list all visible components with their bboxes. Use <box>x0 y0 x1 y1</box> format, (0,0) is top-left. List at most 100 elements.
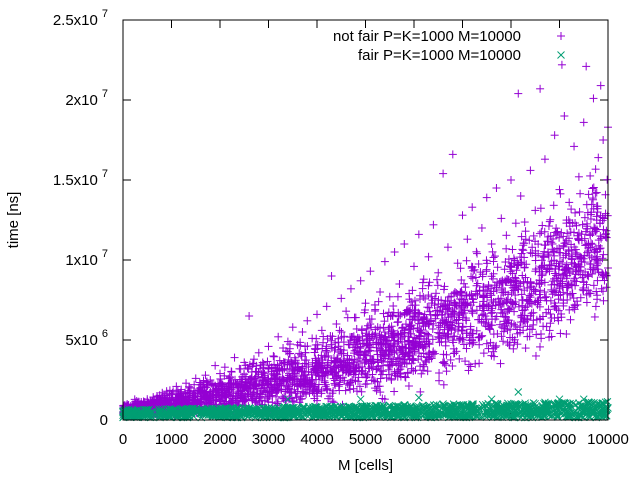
y-tick-base: 2.5x10 <box>53 12 98 29</box>
not-fair-point <box>521 227 530 236</box>
fair-point <box>414 393 423 402</box>
not-fair-point <box>526 166 535 175</box>
y-tick-exponent: 7 <box>102 8 108 20</box>
not-fair-point <box>274 332 283 341</box>
not-fair-point <box>493 263 502 272</box>
not-fair-point <box>483 285 492 294</box>
x-tick-label: 3000 <box>252 431 285 448</box>
not-fair-point <box>489 257 498 266</box>
not-fair-point <box>322 384 331 393</box>
not-fair-point <box>435 369 444 378</box>
not-fair-point <box>446 355 455 364</box>
not-fair-point <box>455 354 464 363</box>
not-fair-point <box>423 330 432 339</box>
not-fair-point <box>550 131 559 140</box>
not-fair-point <box>424 281 433 290</box>
not-fair-point <box>540 155 549 164</box>
not-fair-point <box>566 315 575 324</box>
not-fair-point <box>536 342 545 351</box>
not-fair-point <box>361 299 370 308</box>
not-fair-point <box>327 272 336 280</box>
x-tick-label: 6000 <box>397 431 430 448</box>
not-fair-point <box>473 249 482 258</box>
not-fair-point <box>479 349 488 358</box>
not-fair-point <box>441 341 450 350</box>
not-fair-point <box>352 324 361 333</box>
not-fair-point <box>376 288 385 296</box>
not-fair-point <box>589 94 598 103</box>
not-fair-point <box>463 235 472 244</box>
not-fair-point <box>499 337 508 346</box>
not-fair-point <box>603 175 612 184</box>
not-fair-point <box>434 268 443 277</box>
not-fair-point <box>282 381 291 390</box>
not-fair-point <box>401 373 410 382</box>
legend-label: fair P=K=1000 M=10000 <box>358 47 521 64</box>
not-fair-point <box>452 347 461 356</box>
not-fair-point <box>575 207 584 216</box>
not-fair-point <box>439 380 448 389</box>
not-fair-point <box>525 291 534 300</box>
not-fair-point <box>191 374 200 383</box>
y-tick-exponent: 7 <box>102 168 108 180</box>
not-fair-point <box>380 395 389 404</box>
not-fair-point <box>303 342 312 351</box>
not-fair-point <box>507 176 515 184</box>
not-fair-point <box>518 271 527 280</box>
not-fair-point <box>464 360 473 369</box>
not-fair-point <box>531 267 540 276</box>
not-fair-point <box>424 252 433 261</box>
x-tick-label: 1000 <box>155 431 188 448</box>
not-fair-point <box>512 266 521 275</box>
not-fair-point <box>420 362 429 371</box>
not-fair-point <box>508 245 517 254</box>
not-fair-point <box>547 238 556 247</box>
plot-points <box>119 60 612 422</box>
not-fair-point <box>497 332 506 341</box>
not-fair-point <box>546 319 555 328</box>
not-fair-point <box>514 89 523 98</box>
not-fair-point <box>374 297 383 306</box>
not-fair-point <box>520 218 529 227</box>
not-fair-point <box>458 211 467 220</box>
not-fair-point <box>462 256 471 265</box>
not-fair-point <box>552 224 561 233</box>
legend-marker-plus <box>557 32 565 40</box>
x-tick-label: 10000 <box>587 431 629 448</box>
not-fair-point <box>341 386 350 395</box>
not-fair-point <box>582 62 591 71</box>
not-fair-point <box>526 248 535 257</box>
not-fair-point <box>517 232 526 241</box>
not-fair-point <box>401 320 410 329</box>
not-fair-point <box>443 243 452 252</box>
not-fair-point <box>356 276 365 285</box>
not-fair-point <box>390 248 399 256</box>
not-fair-point <box>531 351 540 360</box>
not-fair-point <box>448 362 457 371</box>
not-fair-point <box>321 380 330 389</box>
not-fair-point <box>556 189 565 198</box>
not-fair-point <box>555 185 564 194</box>
not-fair-point <box>509 344 518 353</box>
y-tick-label: 1.5x10 7 <box>53 168 108 189</box>
not-fair-point <box>502 231 511 240</box>
not-fair-point <box>516 192 525 200</box>
not-fair-point <box>582 290 591 299</box>
not-fair-point <box>565 198 574 207</box>
y-tick-base: 1.5x10 <box>53 172 98 189</box>
not-fair-point <box>243 363 252 372</box>
y-tick-label: 0 <box>100 412 108 429</box>
not-fair-point <box>599 296 608 305</box>
y-tick-label: 1x10 7 <box>65 248 108 269</box>
not-fair-point <box>599 136 608 144</box>
not-fair-point <box>400 240 409 248</box>
not-fair-point <box>394 312 403 321</box>
not-fair-point <box>411 366 420 375</box>
not-fair-point <box>366 267 375 276</box>
x-tick-label: 7000 <box>446 431 479 448</box>
not-fair-point <box>559 288 568 297</box>
not-fair-point <box>584 247 593 256</box>
y-tick-exponent: 6 <box>102 328 108 340</box>
not-fair-point <box>389 302 398 311</box>
not-fair-point <box>518 245 527 254</box>
